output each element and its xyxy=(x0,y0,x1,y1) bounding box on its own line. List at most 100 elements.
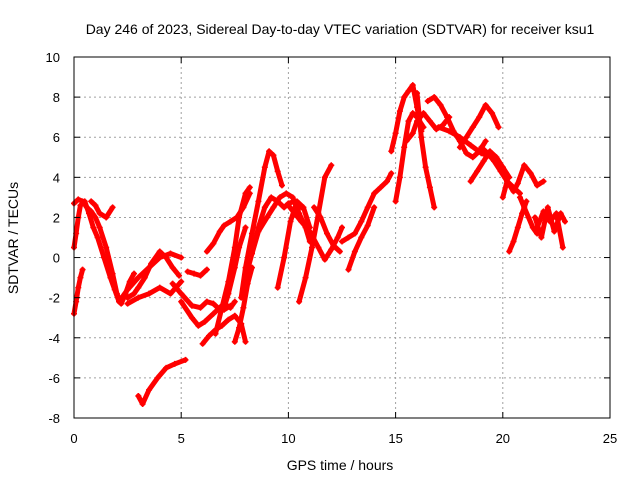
data-point xyxy=(113,290,120,297)
data-point xyxy=(248,250,255,257)
data-point xyxy=(339,238,345,245)
data-point xyxy=(467,178,474,185)
y-tick-label: 6 xyxy=(53,130,60,145)
data-point xyxy=(444,114,451,121)
data-point xyxy=(377,184,384,191)
data-point xyxy=(456,144,463,151)
data-point xyxy=(409,110,416,117)
data-point xyxy=(298,218,305,225)
data-point xyxy=(414,90,421,97)
data-point xyxy=(184,268,191,275)
data-point xyxy=(553,210,560,217)
data-point xyxy=(281,254,288,261)
data-point xyxy=(195,322,202,329)
data-point xyxy=(210,300,217,307)
data-point xyxy=(236,324,243,331)
data-point xyxy=(96,224,103,231)
data-point xyxy=(339,224,345,231)
data-point xyxy=(482,138,489,145)
data-point xyxy=(122,290,129,297)
data-point xyxy=(203,248,210,255)
data-point xyxy=(263,214,270,221)
data-point xyxy=(403,138,410,145)
data-point xyxy=(210,240,217,247)
data-point xyxy=(225,316,232,323)
data-point xyxy=(388,170,395,177)
data-point xyxy=(422,164,429,171)
data-point xyxy=(135,294,142,301)
data-point xyxy=(469,124,476,131)
data-point xyxy=(276,194,283,201)
data-point xyxy=(178,278,185,285)
data-point xyxy=(178,254,185,261)
data-point xyxy=(484,150,491,157)
data-point xyxy=(491,158,498,165)
y-tick-label: 2 xyxy=(53,210,60,225)
data-point xyxy=(182,356,189,363)
data-point xyxy=(510,188,517,195)
data-point xyxy=(546,218,553,225)
data-point xyxy=(231,298,238,305)
x-tick-label: 25 xyxy=(603,431,617,446)
data-point xyxy=(300,204,307,211)
data-point xyxy=(96,210,103,217)
data-point xyxy=(476,114,483,121)
data-point xyxy=(231,312,238,319)
data-point xyxy=(551,228,558,235)
data-point xyxy=(559,244,566,251)
data-point xyxy=(212,330,219,337)
data-point xyxy=(371,190,378,197)
data-point xyxy=(242,338,249,345)
data-point xyxy=(534,224,541,231)
data-point xyxy=(139,400,146,407)
data-point xyxy=(109,204,116,211)
data-point xyxy=(420,110,427,117)
data-point xyxy=(227,304,234,311)
y-tick-label: 0 xyxy=(53,251,60,266)
data-point xyxy=(126,278,133,285)
data-point xyxy=(167,250,174,257)
data-point xyxy=(431,94,438,101)
data-point xyxy=(197,272,204,279)
x-axis-label: GPS time / hours xyxy=(287,457,394,473)
data-point xyxy=(392,198,399,205)
data-point xyxy=(504,178,511,185)
data-point xyxy=(101,254,108,261)
y-tick-label: 10 xyxy=(46,50,60,65)
data-point xyxy=(169,264,176,271)
data-point xyxy=(261,204,268,211)
data-point xyxy=(330,242,337,249)
data-point xyxy=(131,270,138,277)
data-point xyxy=(384,178,391,185)
data-point xyxy=(188,314,195,321)
data-point xyxy=(148,260,155,267)
data-point xyxy=(405,88,412,95)
data-point xyxy=(497,168,504,175)
data-point xyxy=(358,234,365,241)
data-point xyxy=(242,190,249,197)
data-point xyxy=(540,178,547,185)
data-point xyxy=(156,284,163,291)
satellite-track-6 xyxy=(125,279,184,307)
data-point xyxy=(531,214,538,221)
data-point xyxy=(289,194,296,201)
data-point xyxy=(270,204,277,211)
data-point xyxy=(255,228,262,235)
data-point xyxy=(221,304,228,311)
data-point xyxy=(328,162,335,169)
data-point xyxy=(236,214,243,221)
data-point xyxy=(321,256,328,263)
data-point xyxy=(463,150,470,157)
data-point xyxy=(431,204,438,211)
data-point xyxy=(221,222,228,229)
data-point xyxy=(351,230,358,237)
data-point xyxy=(345,234,352,241)
data-point xyxy=(163,364,170,371)
data-point xyxy=(270,152,277,159)
data-point xyxy=(188,302,195,309)
data-point xyxy=(525,214,532,221)
data-point xyxy=(242,224,249,231)
data-point xyxy=(146,290,153,297)
data-point xyxy=(135,392,142,399)
data-point xyxy=(467,142,474,149)
